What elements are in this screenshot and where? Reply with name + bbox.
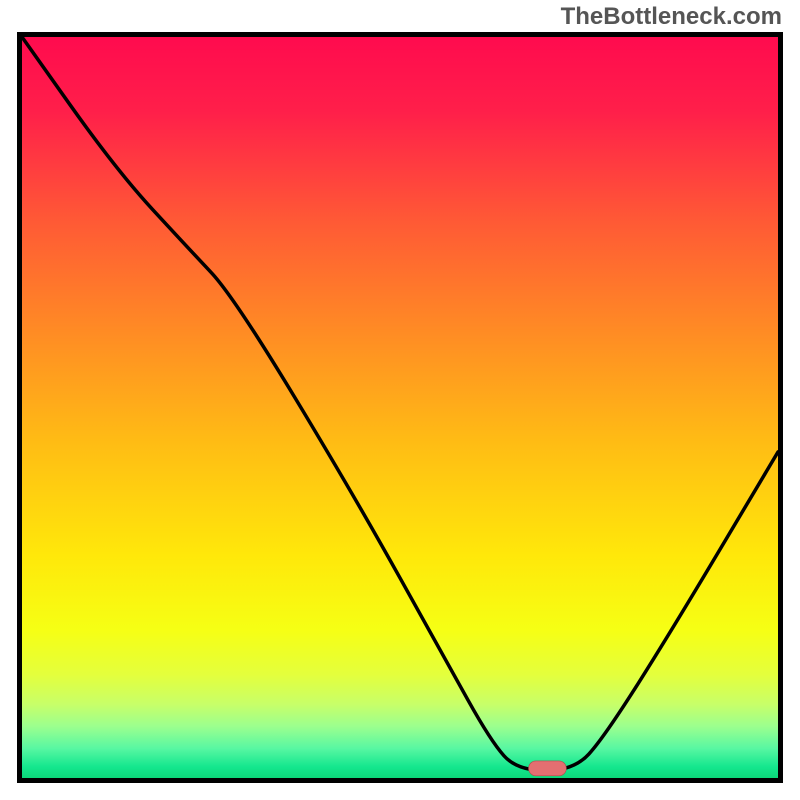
chart-svg xyxy=(17,32,783,783)
watermark-text: TheBottleneck.com xyxy=(561,3,782,31)
plot-area xyxy=(17,32,783,783)
optimal-marker xyxy=(529,761,567,776)
gradient-background xyxy=(22,37,778,778)
chart-container: TheBottleneck.com xyxy=(0,0,800,800)
